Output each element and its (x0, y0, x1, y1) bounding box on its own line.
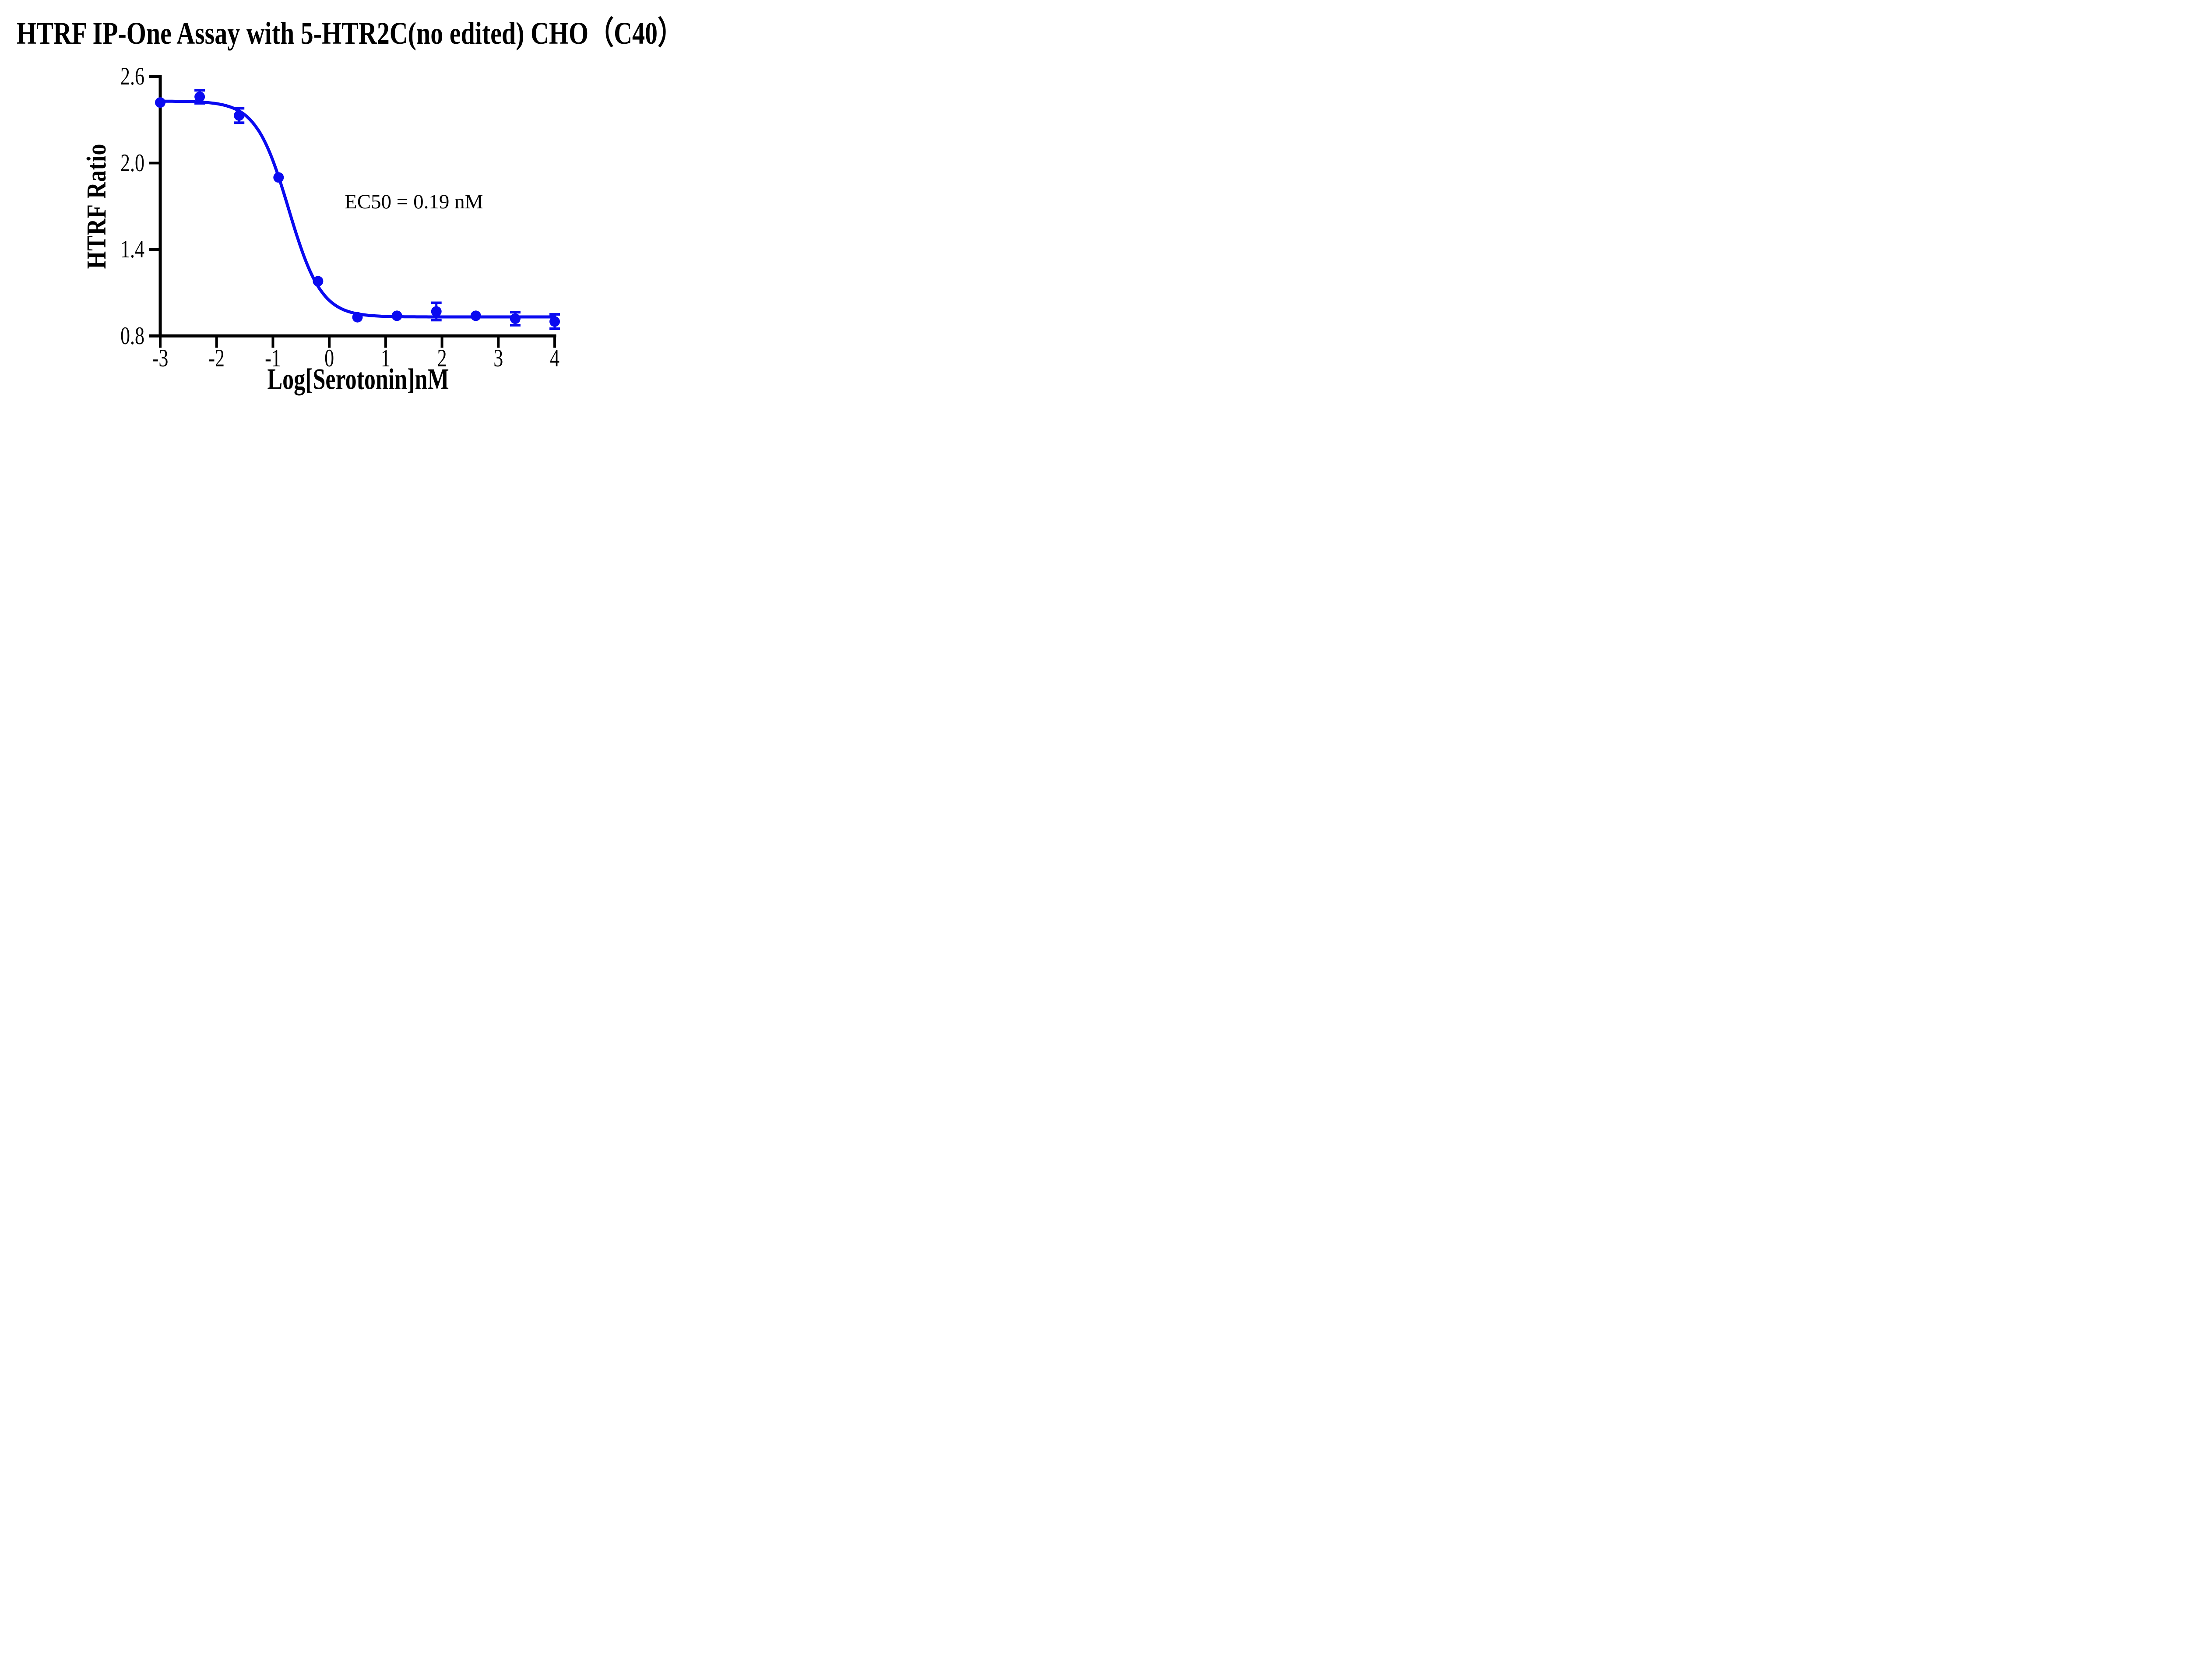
data-point-marker (194, 91, 205, 102)
y-tick-label: 0.8 (120, 322, 144, 350)
x-tick-label: 1 (380, 344, 391, 372)
data-point-marker (313, 276, 324, 287)
plot-area (149, 75, 560, 348)
chart-title: HTRF IP-One Assay with 5-HTR2C(no edited… (17, 15, 683, 51)
ec50-annotation: EC50 = 0.19 nM (345, 190, 483, 213)
x-tick-label: -3 (152, 344, 169, 372)
data-point-marker (391, 310, 402, 321)
data-point-marker (273, 172, 284, 183)
y-tick-label: 2.6 (120, 62, 144, 91)
data-point-marker (234, 110, 245, 121)
x-tick-label: 3 (493, 344, 503, 372)
data-point-marker (352, 312, 363, 323)
data-point-marker (470, 310, 481, 321)
x-tick-label: -2 (208, 344, 225, 372)
x-tick-label: 4 (550, 344, 560, 372)
y-tick-label: 2.0 (120, 149, 144, 177)
x-axis-title: Log[Serotonin]nM (267, 363, 449, 396)
x-tick-label: -1 (265, 344, 281, 372)
data-point-marker (431, 306, 442, 317)
data-point-marker (510, 313, 521, 324)
x-tick-label: 0 (324, 344, 334, 372)
data-point-marker (549, 316, 560, 327)
data-point-marker (155, 97, 165, 108)
x-tick-label: 2 (437, 344, 447, 372)
y-tick-label: 1.4 (120, 235, 144, 264)
chart-figure: HTRF IP-One Assay with 5-HTR2C(no edited… (0, 0, 706, 420)
